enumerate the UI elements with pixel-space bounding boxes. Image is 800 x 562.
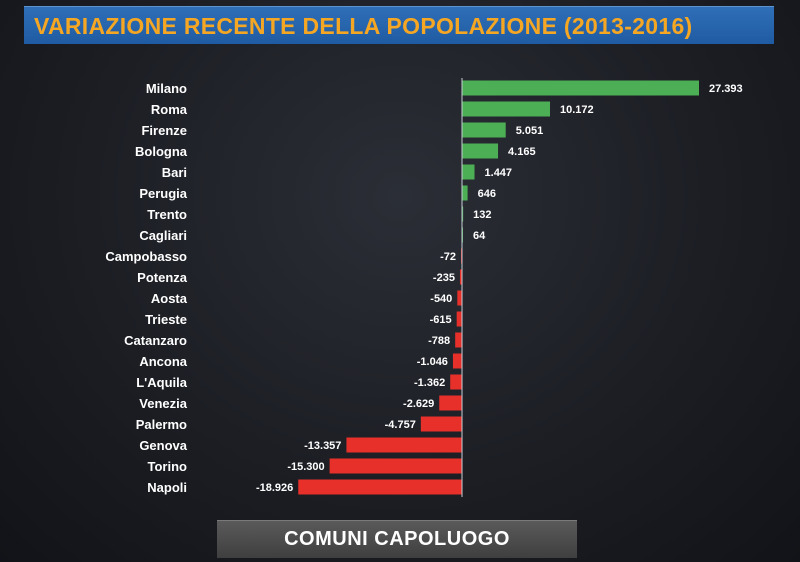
value-label-cagliari: 64: [473, 230, 486, 242]
bar-laquila: [450, 374, 462, 390]
bar-bologna: [462, 143, 499, 159]
bar-trento: [462, 206, 464, 222]
category-label-milano: Milano: [146, 81, 187, 96]
value-label-torino: -15.300: [287, 461, 324, 473]
category-label-torino: Torino: [148, 459, 188, 474]
value-label-firenze: 5.051: [516, 125, 544, 137]
footer-banner: COMUNI CAPOLUOGO: [217, 520, 577, 558]
value-label-genova: -13.357: [304, 440, 341, 452]
value-label-milano: 27.393: [709, 83, 743, 95]
bar-trieste: [456, 311, 462, 327]
category-label-genova: Genova: [139, 438, 187, 453]
bar-potenza: [459, 269, 462, 285]
value-label-catanzaro: -788: [428, 335, 450, 347]
category-label-potenza: Potenza: [137, 270, 188, 285]
value-label-ancona: -1.046: [417, 356, 448, 368]
bar-genova: [346, 437, 462, 453]
bar-firenze: [462, 122, 506, 138]
value-label-campobasso: -72: [440, 251, 456, 263]
value-label-potenza: -235: [433, 272, 455, 284]
value-label-aosta: -540: [430, 293, 452, 305]
bar-catanzaro: [455, 332, 462, 348]
value-label-bari: 1.447: [485, 167, 513, 179]
value-label-roma: 10.172: [560, 104, 594, 116]
category-label-roma: Roma: [151, 102, 188, 117]
value-label-perugia: 646: [478, 188, 496, 200]
category-label-ancona: Ancona: [139, 354, 187, 369]
bar-palermo: [420, 416, 462, 432]
title-banner: VARIAZIONE RECENTE DELLA POPOLAZIONE (20…: [24, 6, 774, 44]
category-label-trento: Trento: [147, 207, 187, 222]
category-label-palermo: Palermo: [136, 417, 187, 432]
category-label-bari: Bari: [162, 165, 187, 180]
value-label-trieste: -615: [430, 314, 452, 326]
bar-bari: [462, 164, 475, 180]
category-label-napoli: Napoli: [147, 480, 187, 495]
bar-venezia: [439, 395, 462, 411]
category-label-catanzaro: Catanzaro: [124, 333, 187, 348]
category-label-perugia: Perugia: [139, 186, 187, 201]
value-label-trento: 132: [473, 209, 491, 221]
category-label-cagliari: Cagliari: [139, 228, 187, 243]
bar-torino: [329, 458, 462, 474]
category-label-campobasso: Campobasso: [105, 249, 187, 264]
chart-title: VARIAZIONE RECENTE DELLA POPOLAZIONE (20…: [34, 13, 693, 39]
value-label-venezia: -2.629: [403, 398, 434, 410]
bar-aosta: [457, 290, 462, 306]
value-label-napoli: -18.926: [256, 482, 293, 494]
footer-label: COMUNI CAPOLUOGO: [284, 528, 510, 550]
category-label-venezia: Venezia: [139, 396, 187, 411]
value-label-laquila: -1.362: [414, 377, 445, 389]
category-label-aosta: Aosta: [151, 291, 188, 306]
category-label-firenze: Firenze: [141, 123, 187, 138]
category-label-trieste: Trieste: [145, 312, 187, 327]
category-label-laquila: L'Aquila: [136, 375, 188, 390]
value-label-palermo: -4.757: [385, 419, 416, 431]
bar-roma: [462, 101, 551, 117]
bar-perugia: [462, 185, 468, 201]
bar-milano: [462, 80, 699, 96]
bar-napoli: [298, 479, 462, 495]
category-label-bologna: Bologna: [135, 144, 188, 159]
bar-ancona: [452, 353, 462, 369]
value-label-bologna: 4.165: [508, 146, 536, 158]
